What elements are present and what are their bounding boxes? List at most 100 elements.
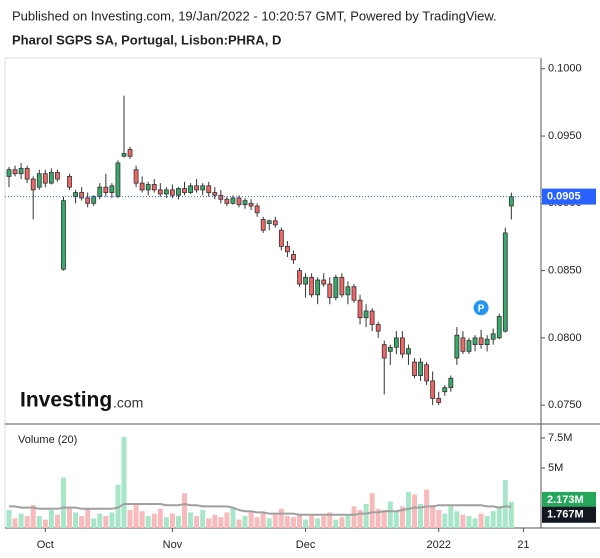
candle-body [97,186,103,197]
volume-bar [297,513,303,528]
candle-body [357,299,363,319]
value-badge-label: 1.767M [547,509,584,521]
candle-body [460,337,466,352]
candle-body [315,279,321,296]
volume-bar [290,517,296,528]
volume-bar [36,515,42,528]
x-tick-label: 21 [517,539,529,551]
volume-bar [218,517,224,528]
candle-body [412,361,417,376]
volume-bar [303,519,309,528]
volume-bar [399,506,405,528]
volume-bar [200,509,206,528]
volume-bar [375,508,381,528]
volume-bar [163,517,169,528]
candle-body [248,202,254,207]
candle-body [472,337,478,346]
volume-bar [145,515,151,528]
candle-body [448,377,454,389]
candle-body [176,188,181,196]
candle-body [309,276,315,296]
volume-bar [284,515,290,528]
candle-body [115,162,121,197]
volume-bar [54,514,60,528]
volume-bar [139,511,145,528]
volume-bar [339,517,345,528]
volume-bar [248,511,254,528]
candle-body [103,186,109,193]
volume-bar [351,506,357,528]
candle-body [285,245,290,253]
volume-bar [151,513,157,528]
candle-body [206,185,212,193]
candle-body [278,229,284,247]
published-note: Published on Investing.com, 19/Jan/2022 … [12,8,497,23]
candle-body [67,176,72,188]
volume-bar [157,508,163,528]
volume-bar [6,509,12,528]
y-tick-label: 7.5M [548,432,572,444]
volume-bar [393,511,399,528]
x-tick-label: Dec [296,539,316,551]
candle-body [242,200,248,206]
volume-bar [508,501,514,528]
volume-bar [381,509,387,528]
volume-bar [48,509,54,528]
x-tick-label: 2022 [426,539,450,551]
volume-bar [24,515,30,528]
volume-bar [502,479,508,528]
volume-bar [466,515,472,528]
candle-body [333,276,339,298]
volume-bar [418,503,424,528]
candle-body [18,167,24,175]
candle-body [36,173,42,188]
candle-body [170,189,175,196]
candle-body [406,348,411,355]
candle-body [182,188,187,193]
volume-bar [345,514,351,528]
candle-body [6,169,12,177]
candle-body [42,173,48,184]
volume-bar [484,515,490,528]
volume-bar [363,503,369,528]
candle-body [490,333,496,340]
y-tick-label: 0.1000 [548,63,582,75]
candle-body [218,194,224,200]
value-badge [542,188,596,205]
event-marker-label: P [478,303,485,314]
candle-body [436,398,442,403]
volume-bar [127,509,133,528]
candle-body [212,192,218,196]
candle-body [496,315,502,339]
volume-bar [194,515,200,528]
candle-body [345,286,351,296]
candle-body [321,279,327,285]
volume-bar [182,493,188,528]
candle-body [351,286,357,301]
candle-body [230,197,236,204]
y-tick-label: 0.0750 [548,399,582,411]
volume-bar [460,514,466,528]
y-tick-label: 0.0800 [548,332,582,344]
candle-body [24,167,30,180]
volume-bar [18,513,24,528]
volume-bar [60,477,66,528]
volume-bar [357,509,363,528]
x-tick-label: Oct [37,539,54,551]
candle-body [369,310,375,325]
candle-body [393,337,399,348]
candle-body [272,220,278,226]
volume-bar [169,513,175,528]
candle-body [375,324,381,332]
volume-bar [436,509,442,528]
volume-bar [430,505,436,528]
y-tick-label: 5M [548,462,563,474]
candle-body [291,254,296,261]
candle-body [79,192,85,199]
candle-body [194,185,200,191]
candle-body [151,184,157,191]
candle-body [85,197,91,204]
candle-body [418,361,423,376]
logo: Investing .com [20,389,143,412]
volume-bar [188,512,194,528]
